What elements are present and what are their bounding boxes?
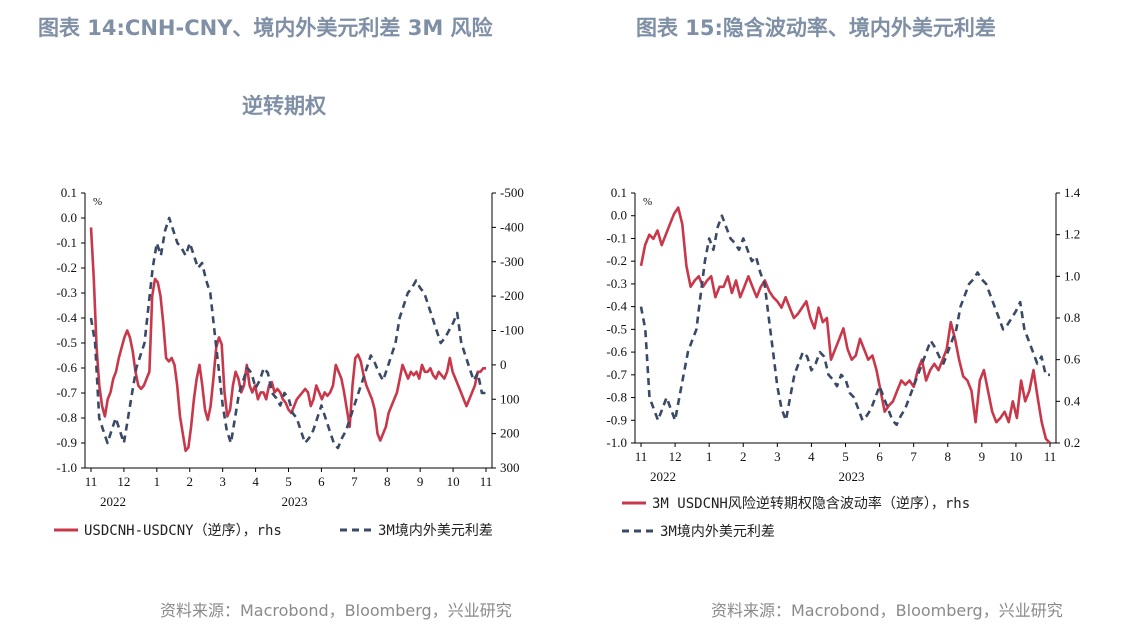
x-tick-label: 1 [154,474,161,489]
year-label-2022: 2022 [100,494,126,509]
x-tick-label: 5 [842,449,849,464]
x-tick-label: 8 [945,449,952,464]
x-tick-label: 11 [635,449,648,464]
x-tick-label: 11 [480,474,493,489]
y-right-tick-label: 100 [500,391,520,406]
y-left-tick-label: -0.5 [606,321,627,336]
x-tick-label: 5 [285,474,292,489]
y-right-tick-label: 0 [500,357,507,372]
y-right-tick-label: 0.2 [1064,435,1080,450]
x-tick-label: 4 [808,449,815,464]
year-label-2023: 2023 [282,494,308,509]
x-tick-label: 11 [1044,449,1057,464]
y-right-tick-label: -500 [500,185,524,200]
x-tick-label: 3 [219,474,226,489]
y-left-tick-label: -0.6 [606,344,627,359]
y-right-tick-label: 0.4 [1064,393,1081,408]
x-tick-label: 6 [318,474,325,489]
y-left-tick-label: -0.1 [56,235,77,250]
right-chart: 0.1 0.0 -0.1 -0.2 -0.3 -0.4 -0.5 -0.6 -0.7 -0.8 -0… [606,185,1081,540]
y-left-tick-label: 0.1 [611,185,627,200]
y-left-tick-label: -1.0 [56,460,77,475]
y-right-tick-label: -300 [500,254,524,269]
legend-label-navy: 3M境内外美元利差 [660,524,775,540]
y-right-tick-label: -400 [500,219,524,234]
x-tick-label: 7 [351,474,358,489]
y-left-tick-label: -0.8 [606,390,627,405]
x-tick-label: 1 [706,449,713,464]
x-tick-label: 6 [876,449,883,464]
y-left-tick-label: 0.0 [611,208,627,223]
series-line-red [89,227,486,453]
series-line-navy [639,214,1050,427]
y-left-tick-label: -0.7 [56,385,77,400]
y-left-tick-label: -0.4 [606,299,627,314]
legend-label-red: USDCNH-USDCNY（逆序），rhs [84,523,282,539]
y-left-tick-label: -0.4 [56,310,77,325]
x-tick-label: 9 [979,449,986,464]
y-left-tick-label: -0.2 [56,260,77,275]
year-label-2023: 2023 [839,469,865,484]
y-left-tick-label: -0.9 [606,412,627,427]
y-right-tick-label: 0.8 [1064,310,1080,325]
year-label-2022: 2022 [650,469,676,484]
right-chart-title: 图表 15:隐含波动率、境内外美元利差 [636,16,996,40]
y-right-tick-label: 200 [500,426,520,441]
y-right-tick-label: -100 [500,323,524,338]
y-right-tick-label: 300 [500,460,520,475]
y-left-tick-label: -0.2 [606,253,627,268]
x-tick-label: 2 [187,474,194,489]
y-left-tick-label: 0.0 [61,210,77,225]
y-left-tick-label: -0.1 [606,230,627,245]
y-right-tick-label: 1.4 [1064,185,1081,200]
x-tick-label: 8 [384,474,391,489]
unit-label: % [93,196,102,208]
x-tick-label: 3 [774,449,781,464]
y-left-tick-label: -0.7 [606,367,627,382]
x-tick-label: 2 [740,449,747,464]
y-right-tick-label: 0.6 [1064,352,1081,367]
y-left-tick-label: 0.1 [61,185,77,200]
left-chart-title-line2: 逆转期权 [242,94,326,118]
legend-label-red: 3M USDCNH风险逆转期权隐含波动率（逆序），rhs [652,495,970,512]
y-right-tick-label: 1.0 [1064,268,1080,283]
y-left-tick-label: -1.0 [606,435,627,450]
x-tick-label: 7 [910,449,917,464]
x-tick-label: 10 [1009,449,1022,464]
left-chart-title-line1: 图表 14:CNH-CNY、境内外美元利差 3M 风险 [38,16,493,40]
x-tick-label: 12 [117,474,130,489]
x-tick-label: 9 [417,474,424,489]
series-line-red [639,206,1051,444]
y-left-tick-label: -0.3 [606,276,627,291]
series-line-navy [89,216,486,450]
unit-label: % [643,196,652,208]
left-source-note: 资料来源：Macrobond，Bloomberg，兴业研究 [160,601,512,620]
x-tick-label: 11 [85,474,98,489]
y-left-tick-label: -0.8 [56,410,77,425]
y-left-tick-label: -0.9 [56,435,77,450]
legend-label-navy: 3M境内外美元利差 [378,523,493,539]
x-tick-label: 10 [447,474,460,489]
x-tick-label: 4 [252,474,259,489]
right-source-note: 资料来源：Macrobond，Bloomberg，兴业研究 [711,601,1063,620]
y-right-tick-label: -200 [500,288,524,303]
y-right-tick-label: 1.2 [1064,227,1080,242]
left-chart: 0.1 0.0 -0.1 -0.2 -0.3 -0.4 -0.5 -0.6 -0.7 -0.8 -0… [54,185,524,539]
y-left-tick-label: -0.3 [56,285,77,300]
x-tick-label: 12 [669,449,682,464]
y-left-tick-label: -0.6 [56,360,77,375]
y-left-tick-label: -0.5 [56,335,77,350]
